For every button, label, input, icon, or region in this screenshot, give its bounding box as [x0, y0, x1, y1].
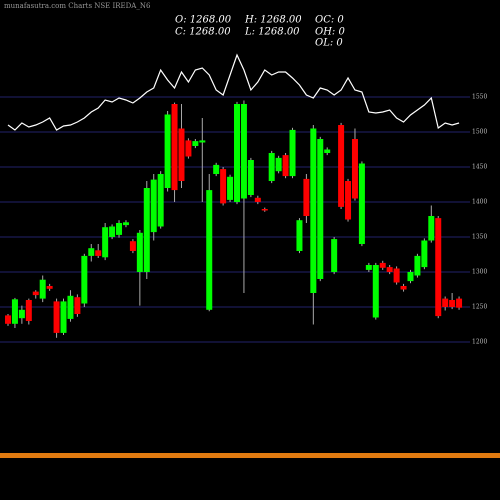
y-tick-label: 1400 — [472, 199, 487, 206]
candle-body — [32, 291, 39, 296]
candle-body — [400, 286, 407, 290]
y-tick-label: 1550 — [472, 94, 487, 101]
candle-body — [199, 140, 206, 143]
y-tick-label: 1200 — [472, 339, 487, 346]
y-tick-label: 1350 — [472, 234, 487, 241]
candle-body — [220, 169, 227, 204]
candle-body — [60, 301, 67, 333]
candle-body — [296, 220, 303, 251]
candle-body — [39, 279, 46, 299]
candle-body — [67, 295, 74, 319]
info-oc: OC: 0 — [315, 15, 344, 26]
bottom-band — [0, 453, 500, 458]
candle-body — [351, 139, 358, 199]
info-oh: OH: 0 — [315, 27, 345, 38]
candle-body — [143, 188, 150, 272]
candle-body — [74, 297, 81, 314]
candle-body — [324, 149, 331, 153]
info-close: C: 1268.00 — [175, 27, 231, 38]
candle-body — [345, 181, 352, 220]
candle-body — [213, 164, 220, 174]
candle-body — [421, 240, 428, 268]
candle-body — [227, 176, 234, 200]
candle-body — [136, 232, 143, 272]
candle-body — [442, 298, 449, 307]
candle-body — [449, 300, 456, 307]
candle-body — [358, 163, 365, 244]
candle-body — [310, 128, 317, 293]
candle-body — [150, 179, 157, 233]
candle-body — [240, 104, 247, 199]
candle-body — [206, 190, 213, 310]
candle-body — [5, 315, 11, 324]
candle-body — [261, 209, 268, 211]
y-tick-label: 1500 — [472, 129, 487, 136]
info-open: O: 1268.00 — [175, 15, 232, 26]
candle-body — [157, 174, 164, 227]
indicator-line — [7, 53, 460, 131]
candle-body — [268, 153, 275, 181]
candle-body — [164, 114, 171, 188]
info-high: H: 1268.00 — [244, 15, 302, 26]
y-tick-label: 1300 — [472, 269, 487, 276]
candle-body — [317, 139, 324, 279]
candle-body — [303, 178, 310, 216]
candle-body — [185, 140, 192, 157]
candle-body — [428, 216, 435, 241]
candle-body — [192, 141, 199, 146]
candle-body — [247, 160, 254, 195]
candle-body — [46, 286, 53, 289]
y-tick-label: 1450 — [472, 164, 487, 171]
candle-body — [331, 239, 338, 272]
candle-body — [234, 104, 240, 202]
candle-body — [88, 248, 95, 256]
candle-body — [407, 272, 414, 282]
candle-body — [95, 250, 102, 256]
candle-body — [289, 129, 296, 177]
candle-body — [116, 223, 123, 235]
candle-body — [338, 125, 345, 207]
chart-title: munafasutra.com Charts NSE IREDA_N6 — [4, 2, 151, 10]
candle-body — [171, 104, 178, 191]
candle-body — [81, 255, 88, 304]
candle-body — [456, 298, 463, 308]
info-ol: OL: 0 — [315, 38, 343, 49]
candle-body — [393, 268, 400, 283]
candle-body — [178, 128, 185, 181]
candle-body — [53, 301, 60, 333]
candle-body — [386, 267, 393, 272]
candle-body — [18, 309, 25, 319]
candle-body — [435, 218, 442, 317]
candle-body — [414, 255, 421, 276]
candle-body — [254, 197, 261, 202]
candle-body — [109, 226, 116, 237]
info-low: L: 1268.00 — [244, 27, 300, 38]
candle-body — [122, 222, 129, 226]
candle-body — [11, 299, 18, 324]
candle-body — [282, 155, 289, 177]
candle-body — [129, 241, 136, 251]
candle-body — [365, 265, 372, 270]
y-tick-label: 1250 — [472, 304, 487, 311]
candle-body — [372, 265, 379, 318]
candle-body — [25, 300, 32, 321]
candle-body — [102, 227, 109, 258]
candle-body — [379, 262, 386, 268]
candle-body — [275, 157, 282, 172]
